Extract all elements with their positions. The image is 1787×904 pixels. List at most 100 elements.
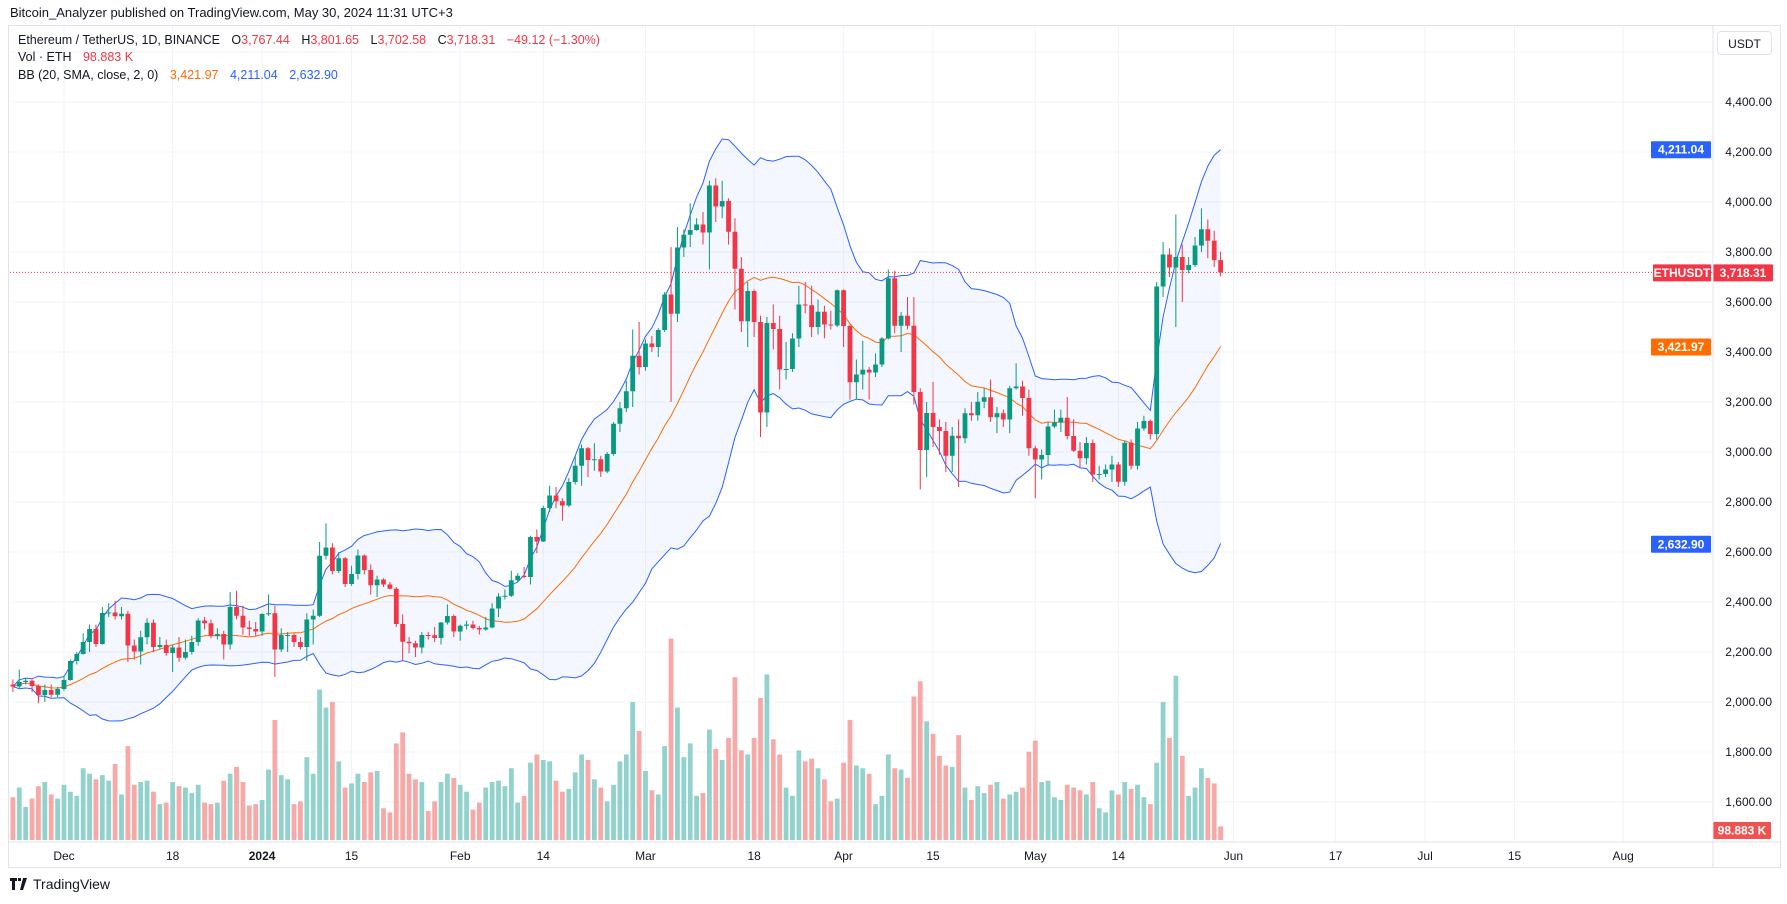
candle-body	[905, 315, 910, 326]
volume-bar	[949, 766, 955, 840]
legend-symbol[interactable]: Ethereum / TetherUS, 1D, BINANCE	[18, 33, 220, 47]
volume-bar	[687, 743, 693, 840]
legend-high-label: H	[301, 33, 311, 47]
candle-body	[828, 324, 834, 326]
volume-bar	[866, 773, 872, 840]
currency-button[interactable]: USDT	[1717, 31, 1772, 55]
candle	[93, 624, 99, 647]
candle-body	[285, 635, 291, 636]
tradingview-logo[interactable]: TradingView	[10, 876, 110, 892]
candle-body	[451, 616, 457, 632]
symbol-price-tag-text: ETHUSDT	[1654, 266, 1711, 280]
legend-bb-label[interactable]: BB (20, SMA, close, 2, 0)	[18, 68, 159, 82]
candle	[144, 618, 150, 645]
volume-bar	[438, 782, 444, 840]
candle	[981, 388, 987, 409]
candle	[534, 529, 540, 554]
candle	[630, 329, 636, 407]
candle	[917, 388, 923, 490]
candle-body	[719, 201, 725, 207]
candle-body	[745, 291, 751, 322]
volume-bar	[298, 801, 303, 840]
candle-body	[470, 624, 476, 628]
volume-bar	[1218, 826, 1223, 840]
volume-bar	[151, 791, 156, 840]
candle-body	[790, 338, 795, 369]
volume-bar	[240, 782, 246, 840]
candle-body	[892, 278, 898, 326]
candle-body	[815, 311, 821, 327]
volume-bar	[464, 791, 469, 840]
legend-low-label: L	[370, 33, 378, 47]
candle-body	[796, 304, 802, 339]
legend-volume-label[interactable]: Vol · ETH	[18, 50, 72, 64]
candle	[949, 427, 955, 472]
candle	[10, 679, 16, 692]
candle-body	[1147, 421, 1153, 434]
candle	[259, 613, 265, 636]
candle-body	[355, 555, 361, 574]
candle-body	[949, 435, 955, 456]
volume-bar	[662, 746, 668, 840]
volume-bar	[176, 786, 182, 840]
volume-bar	[566, 788, 572, 840]
candle-body	[822, 311, 827, 325]
volume-bar	[208, 804, 214, 840]
candle	[131, 639, 137, 660]
x-tick-label: Feb	[450, 849, 471, 863]
candle-body	[636, 355, 642, 367]
candle-body	[643, 343, 648, 367]
candle	[74, 652, 80, 665]
volume-bar	[48, 794, 54, 840]
volume-bar	[1039, 782, 1045, 840]
candle-body	[183, 652, 188, 658]
candle	[898, 312, 904, 352]
candle-body	[700, 224, 706, 233]
candle	[1058, 409, 1064, 432]
candle	[29, 679, 35, 692]
bb-lower-price-tag-text: 2,632.90	[1658, 537, 1705, 551]
y-tick-label: 2,800.00	[1725, 495, 1772, 509]
volume-bar	[74, 795, 80, 840]
volume-bar	[93, 779, 99, 840]
volume-bar	[822, 779, 827, 840]
candle-body	[547, 495, 553, 508]
candle	[790, 333, 795, 372]
candle-body	[655, 330, 661, 347]
candle-body	[42, 690, 48, 695]
candle-body	[930, 413, 936, 427]
volume-bar	[381, 808, 386, 840]
volume-bar	[476, 802, 482, 840]
logo-text: TradingView	[33, 876, 111, 892]
volume-bar	[29, 798, 35, 840]
volume-bar	[975, 786, 981, 840]
candle-body	[87, 629, 92, 642]
volume-bar	[1007, 794, 1013, 840]
published-line: Bitcoin_Analyzer published on TradingVie…	[10, 5, 453, 20]
candle-body	[1218, 260, 1223, 273]
candle-body	[738, 268, 744, 322]
volume-bar	[55, 798, 61, 840]
candle	[1026, 389, 1032, 456]
candle-body	[1026, 398, 1032, 449]
candle	[16, 669, 22, 689]
volume-bar	[1192, 787, 1198, 840]
y-tick-label: 2,600.00	[1725, 545, 1772, 559]
volume-bar	[419, 782, 425, 840]
candle	[1032, 445, 1038, 499]
candle	[700, 212, 706, 245]
y-tick-label: 2,000.00	[1725, 695, 1772, 709]
candle	[726, 198, 731, 245]
volume-bar	[489, 782, 495, 840]
candle	[253, 622, 259, 636]
candle	[515, 573, 521, 582]
volume-bar	[1160, 702, 1166, 840]
candle-body	[361, 555, 367, 570]
volume-bar	[879, 795, 885, 840]
volume-bar	[930, 733, 936, 840]
candle-body	[112, 612, 118, 617]
candle-body	[36, 686, 41, 695]
candle-body	[425, 635, 431, 636]
volume-bar	[962, 787, 968, 840]
